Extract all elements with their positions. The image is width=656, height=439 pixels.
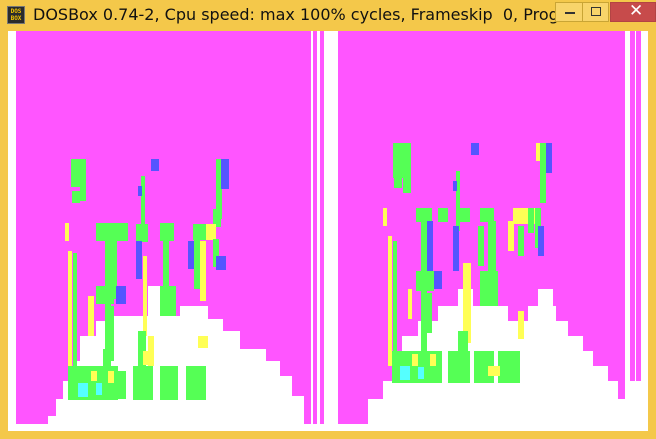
minimize-icon: [565, 12, 575, 14]
app-icon-label: DOS BOX: [10, 8, 22, 22]
right-panel: [336, 31, 648, 431]
dosbox-app-icon[interactable]: DOS BOX: [7, 6, 25, 24]
minimize-button[interactable]: [555, 2, 583, 22]
close-button[interactable]: ✕: [610, 1, 656, 22]
game-display: [8, 31, 648, 431]
dos-screen[interactable]: [8, 31, 648, 431]
left-panel: [8, 31, 336, 431]
maximize-icon: [591, 7, 601, 16]
title-bar[interactable]: DOS BOX DOSBox 0.74-2, Cpu speed: max 10…: [0, 0, 656, 31]
maximize-button[interactable]: [582, 2, 609, 22]
close-icon: ✕: [629, 1, 644, 21]
